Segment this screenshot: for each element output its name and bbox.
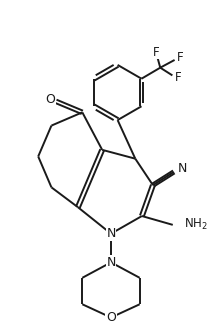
Text: O: O <box>106 311 116 324</box>
Text: NH$_2$: NH$_2$ <box>184 217 208 232</box>
Text: F: F <box>174 71 181 84</box>
Text: N: N <box>106 227 116 240</box>
Text: F: F <box>153 46 160 59</box>
Text: F: F <box>177 51 183 64</box>
Text: O: O <box>45 92 55 106</box>
Text: N: N <box>106 256 116 269</box>
Text: N: N <box>178 162 187 175</box>
